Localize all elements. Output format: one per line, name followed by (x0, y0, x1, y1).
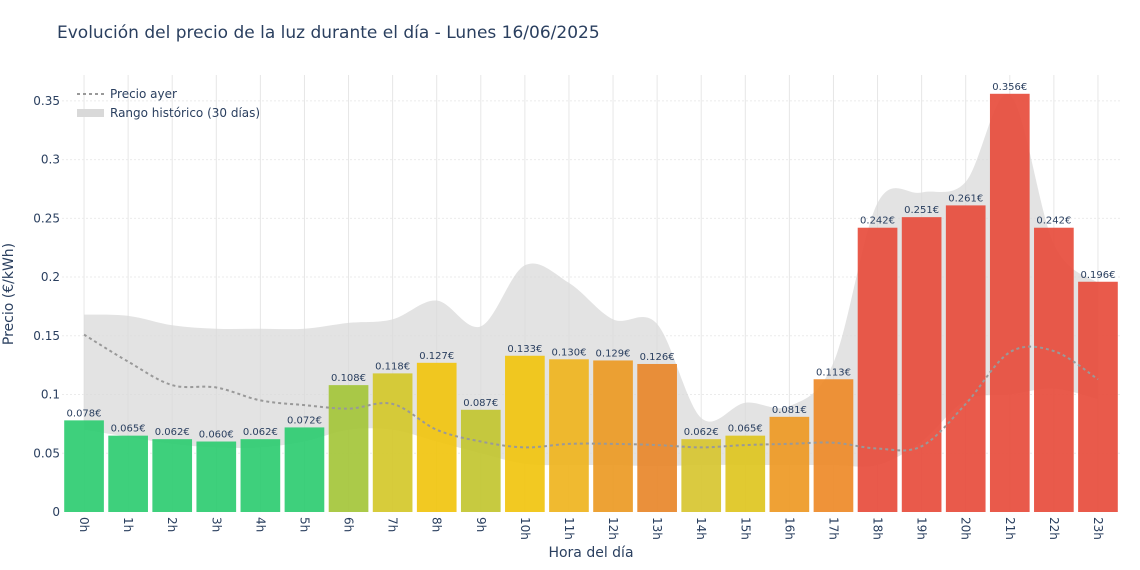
x-tick-label: 0h (77, 517, 91, 532)
bar-value-label: 0.130€ (551, 347, 586, 358)
y-tick-label: 0.2 (41, 270, 60, 284)
price-bar (460, 409, 501, 512)
x-tick-label: 23h (1091, 517, 1105, 540)
x-tick-label: 12h (606, 517, 620, 540)
legend-range-label: Rango histórico (30 días) (110, 106, 260, 120)
price-bar (284, 427, 325, 512)
x-axis-ticks: 0h 1h 2h 3h 4h 5h 6h 7h 8h 9h 10h 11h 12h 13h 14h 15h 16… (77, 517, 1105, 540)
price-bar (1078, 281, 1118, 512)
bar-value-label: 0.113€ (816, 367, 851, 378)
bar-value-label: 0.242€ (860, 216, 895, 227)
bar-value-label: 0.062€ (684, 427, 719, 438)
price-bar (725, 435, 766, 512)
y-tick-label: 0.25 (33, 211, 60, 225)
x-tick-label: 14h (694, 517, 708, 540)
price-bar (416, 362, 457, 512)
price-bar (240, 439, 281, 512)
x-tick-label: 21h (1003, 517, 1017, 540)
yesterday-price-line (83, 333, 1099, 452)
y-axis-ticks: 0 0.05 0.1 0.15 0.2 0.25 0.3 0.35 (33, 94, 60, 519)
y-tick-label: 0.3 (41, 153, 60, 167)
bar-value-label: 0.081€ (772, 405, 807, 416)
y-tick-label: 0.15 (33, 329, 60, 343)
bar-value-label: 0.062€ (243, 427, 278, 438)
historical-range-layer (84, 94, 1098, 467)
x-tick-label: 6h (342, 517, 356, 532)
bar-value-label: 0.129€ (596, 348, 631, 359)
price-bar (813, 379, 854, 512)
bar-value-label: 0.196€ (1080, 270, 1115, 281)
x-tick-label: 8h (430, 517, 444, 532)
bar-value-label: 0.126€ (640, 352, 675, 363)
chart-title: Evolución del precio de la luz durante e… (57, 23, 600, 43)
x-tick-label: 1h (121, 517, 135, 532)
x-tick-label: 4h (253, 517, 267, 532)
bar-value-label: 0.062€ (155, 427, 190, 438)
y-tick-label: 0.35 (33, 94, 60, 108)
yesterday-line-layer (83, 333, 1099, 452)
x-tick-label: 2h (165, 517, 179, 532)
bar-value-label: 0.065€ (728, 424, 763, 435)
x-tick-label: 20h (959, 517, 973, 540)
bar-value-label: 0.078€ (67, 408, 102, 419)
x-tick-label: 5h (297, 517, 311, 532)
x-tick-label: 11h (562, 517, 576, 540)
price-bar (593, 360, 633, 512)
bar-value-label: 0.127€ (419, 351, 454, 362)
historical-range-area (84, 94, 1098, 467)
legend-range-swatch (77, 109, 104, 117)
price-bar (989, 93, 1030, 512)
legend: Precio ayer Rango histórico (30 días) (77, 87, 260, 120)
price-bar (945, 205, 986, 513)
x-tick-label: 15h (738, 517, 752, 540)
price-bar (1034, 227, 1074, 512)
price-bar (857, 227, 898, 512)
bar-value-label: 0.251€ (904, 205, 939, 216)
price-bar (64, 420, 104, 512)
bar-value-label: 0.065€ (111, 424, 146, 435)
x-tick-label: 17h (826, 517, 840, 540)
y-tick-label: 0.05 (33, 446, 60, 460)
bar-value-label: 0.108€ (331, 373, 366, 384)
legend-yesterday-label: Precio ayer (110, 87, 177, 101)
x-axis-title: Hora del día (548, 545, 633, 561)
bar-value-label: 0.242€ (1036, 216, 1071, 227)
bar-value-label: 0.261€ (948, 193, 983, 204)
price-bar (681, 439, 722, 512)
x-tick-label: 10h (518, 517, 532, 540)
price-bar (328, 385, 369, 512)
x-tick-label: 18h (871, 517, 885, 540)
bar-value-label: 0.133€ (507, 344, 542, 355)
y-tick-label: 0 (52, 505, 60, 519)
price-bar (505, 355, 545, 512)
bar-value-label: 0.087€ (463, 398, 498, 409)
y-tick-label: 0.1 (41, 388, 60, 402)
bar-value-label: 0.060€ (199, 430, 234, 441)
price-bar (769, 416, 810, 512)
x-tick-label: 22h (1047, 517, 1061, 540)
x-tick-label: 16h (782, 517, 796, 540)
bar-value-label: 0.072€ (287, 415, 322, 426)
bar-value-label: 0.356€ (992, 82, 1027, 93)
price-bar (108, 435, 148, 512)
price-bar (152, 439, 193, 512)
x-tick-label: 13h (650, 517, 664, 540)
price-bar (901, 217, 942, 513)
price-bar (549, 359, 589, 512)
x-tick-label: 9h (474, 517, 488, 532)
x-tick-label: 7h (386, 517, 400, 532)
bars-layer (64, 93, 1118, 513)
y-axis-title: Precio (€/kWh) (1, 243, 17, 345)
price-bar (196, 441, 237, 512)
price-bar (637, 363, 677, 512)
x-tick-label: 19h (915, 517, 929, 540)
x-tick-label: 3h (209, 517, 223, 532)
bar-value-label: 0.118€ (375, 361, 410, 372)
price-bar (372, 373, 413, 512)
bar-labels-layer: 0.078€ 0.065€ 0.062€ 0.060€ 0.062€ 0.072€ 0.10… (67, 82, 1116, 441)
